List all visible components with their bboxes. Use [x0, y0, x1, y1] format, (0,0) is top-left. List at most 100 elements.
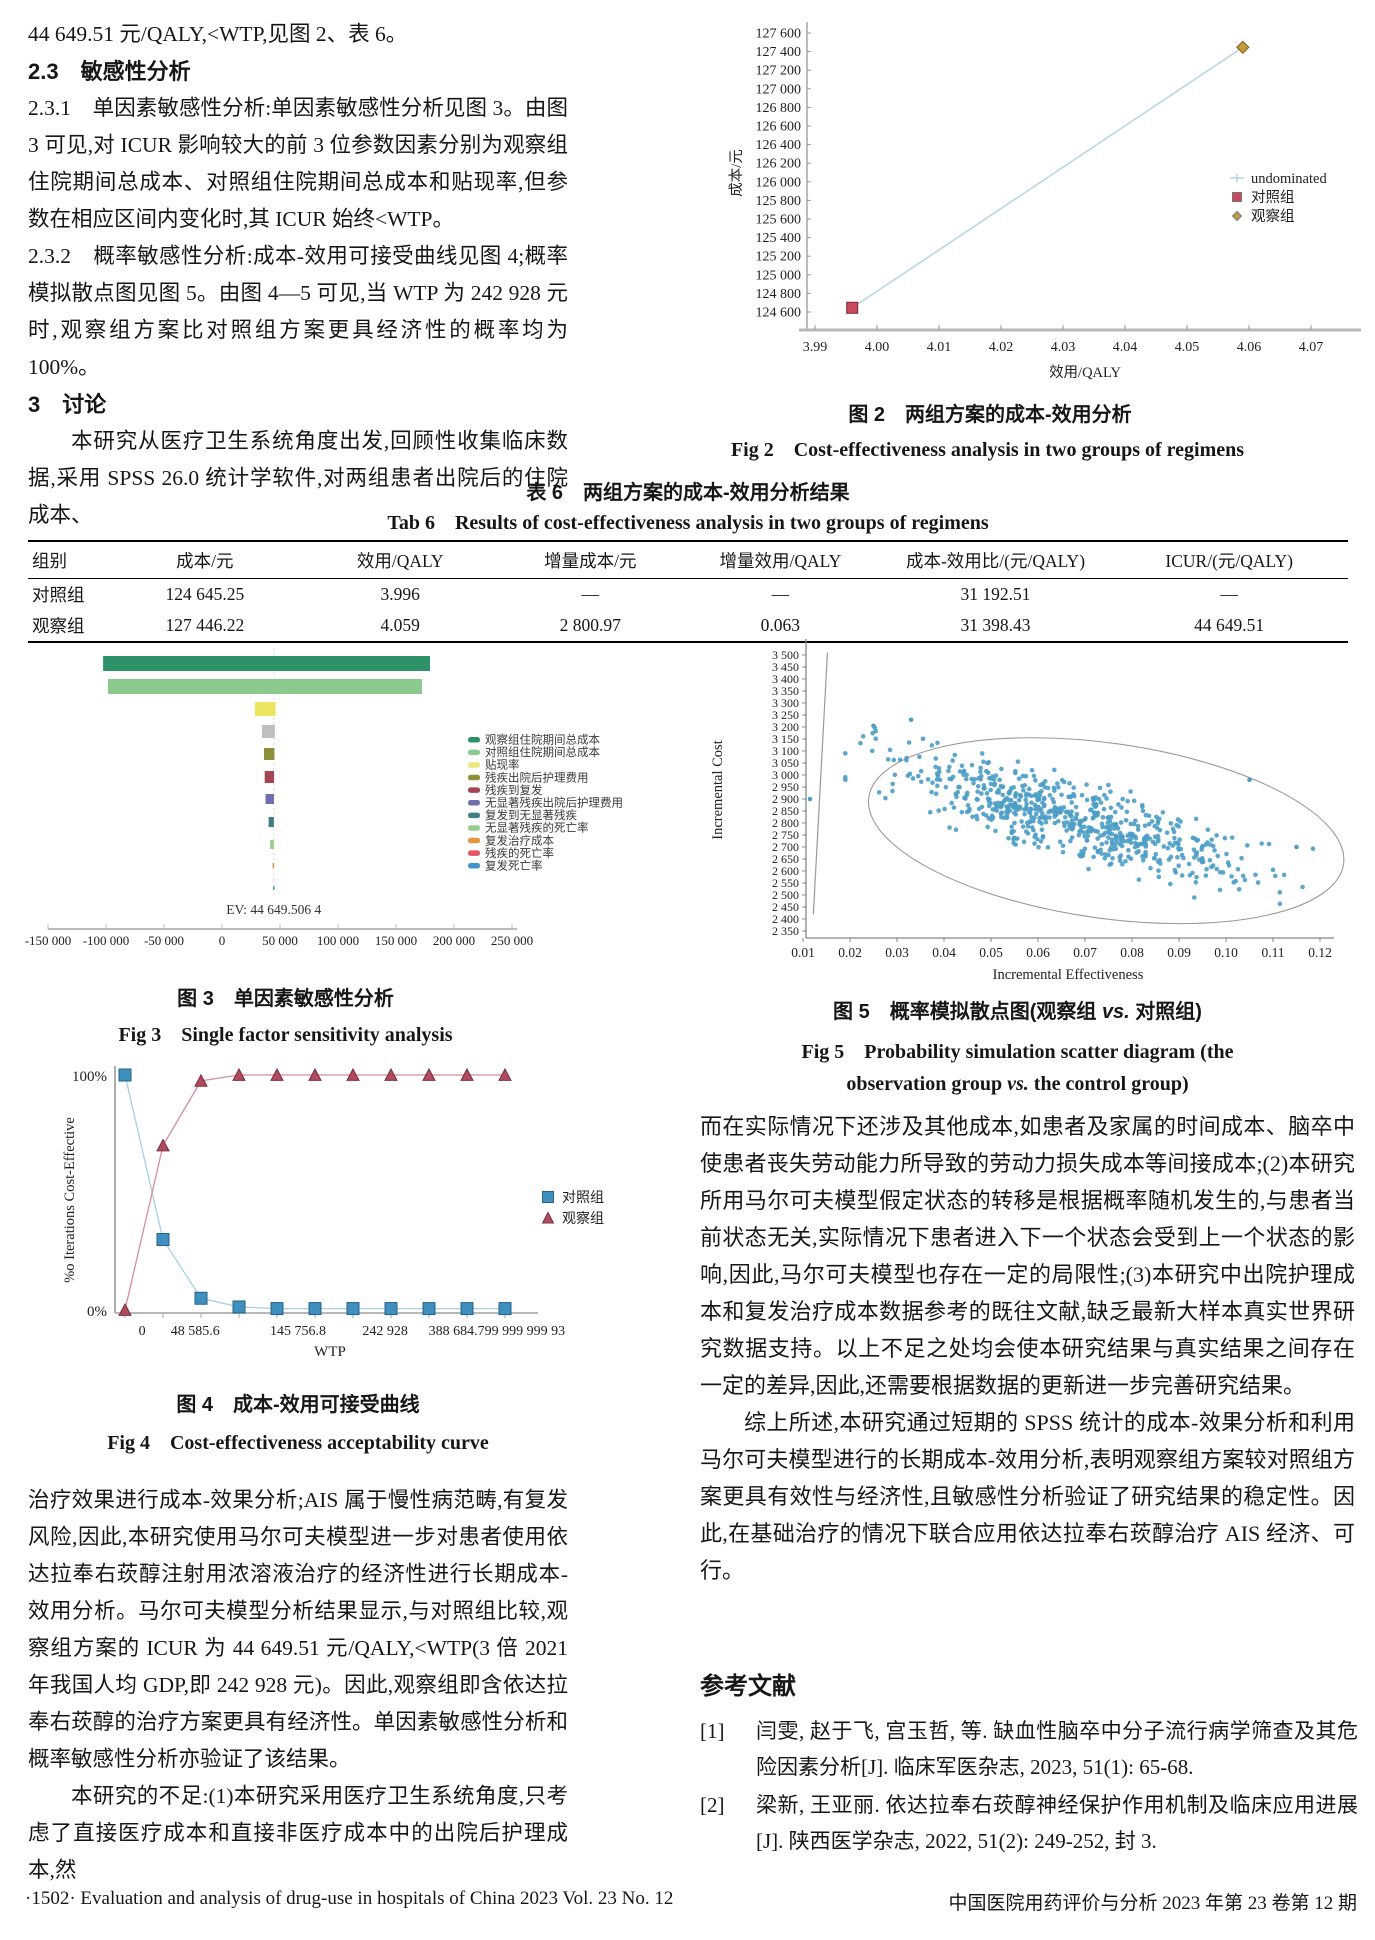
fig5-confidence-ellipse — [867, 737, 1345, 925]
svg-text:242 928: 242 928 — [362, 1324, 408, 1339]
footer-left: ·1502· Evaluation and analysis of drug-u… — [25, 1888, 674, 1909]
svg-text:4.00: 4.00 — [865, 340, 890, 355]
svg-text:0.04: 0.04 — [932, 945, 956, 960]
paragraph-2-3-1: 2.3.1 单因素敏感性分析:单因素敏感性分析见图 3。由图 3 可见,对 IC… — [28, 96, 568, 231]
svg-text:2 550: 2 550 — [772, 876, 799, 890]
table6-cell: 127 446.22 — [165, 615, 245, 635]
svg-text:undominated: undominated — [1251, 171, 1327, 187]
table6-header-row: 组别 成本/元 效用/QALY 增量成本/元 增量效用/QALY 成本-效用比/(元/QA… — [28, 541, 1348, 579]
svg-text:2 900: 2 900 — [772, 792, 799, 806]
fig3-legend: 观察组住院期间总成本对照组住院期间总成本贴现率残疾出院后护理费用残疾到复发无显著… — [468, 733, 623, 873]
fig2-x-label: 效用/QALY — [1049, 364, 1121, 381]
svg-text:3 300: 3 300 — [772, 696, 799, 710]
table6-header-cell: ICUR/(元/QALY) — [1110, 541, 1348, 579]
svg-text:126 000: 126 000 — [756, 175, 802, 190]
svg-text:4.01: 4.01 — [927, 340, 952, 355]
reference-label: [1] — [700, 1719, 725, 1743]
svg-text:复发治疗成本: 复发治疗成本 — [485, 833, 554, 847]
svg-text:2 450: 2 450 — [772, 900, 799, 914]
paragraph-conclusion: 综上所述,本研究通过短期的 SPSS 统计的成本-效果分析和利用马尔可夫模型进行… — [700, 1410, 1355, 1583]
svg-text:对照组: 对照组 — [562, 1190, 604, 1206]
svg-text:125 600: 125 600 — [756, 213, 802, 228]
section-sensitivity-text: 44 649.51 元/QALY,<WTP,见图 2、表 6。 2.3 敏感性分… — [28, 16, 568, 534]
svg-text:0.08: 0.08 — [1120, 945, 1144, 960]
table6-row: 观察组 127 446.22 4.059 2 800.97 0.063 31 398.43… — [28, 610, 1348, 642]
fig5-axes — [805, 639, 1334, 939]
svg-text:观察组: 观察组 — [562, 1210, 604, 1227]
reference-label: [2] — [700, 1793, 725, 1817]
svg-text:100 000: 100 000 — [317, 933, 359, 948]
svg-text:0.12: 0.12 — [1308, 945, 1332, 960]
table6-cell: — — [1220, 584, 1238, 604]
table6-header-cell: 组别 — [28, 541, 110, 579]
fig3-ev-label: EV: 44 649.506 4 — [226, 902, 321, 917]
svg-text:2 800: 2 800 — [772, 816, 799, 830]
reference-text: 梁新, 王亚丽. 依达拉奉右莰醇神经保护作用机制及临床应用进展[J]. 陕西医学… — [756, 1793, 1358, 1853]
svg-text:250 000: 250 000 — [491, 933, 533, 948]
table6-caption-en: Tab 6 Results of cost-effectiveness anal… — [387, 512, 989, 534]
svg-text:残疾的死亡率: 残疾的死亡率 — [485, 846, 554, 860]
svg-text:4.07: 4.07 — [1299, 340, 1324, 355]
reference-item: [2] 梁新, 王亚丽. 依达拉奉右莰醇神经保护作用机制及临床应用进展[J]. 陕… — [700, 1787, 1358, 1859]
table6-cell: 31 192.51 — [960, 584, 1031, 604]
svg-text:效用/QALY: 效用/QALY — [1049, 364, 1121, 381]
section-discussion-right: 而在实际情况下还涉及其他成本,如患者及家属的时间成本、脑卒中使患者丧失劳动能力所… — [700, 1108, 1355, 1589]
svg-text:126 200: 126 200 — [756, 157, 802, 172]
fig5-wtp-line — [812, 652, 829, 915]
svg-text:对照组: 对照组 — [1251, 189, 1295, 206]
fig5-caption-zh: 图 5 概率模拟散点图(观察组 vs. 对照组) — [833, 1001, 1202, 1023]
fig2-y-ticks: 124 600 124 800 125 000 125 200 125 400 125 6… — [756, 27, 811, 321]
paragraph-continuation: 44 649.51 元/QALY,<WTP,见图 2、表 6。 — [28, 22, 408, 46]
svg-text:无显著残疾的死亡率: 无显著残疾的死亡率 — [485, 821, 589, 835]
svg-text:-150 000: -150 000 — [25, 933, 71, 948]
svg-text:WTP: WTP — [314, 1344, 346, 1360]
table6-header-cell: 效用/QALY — [299, 541, 501, 579]
svg-text:3 200: 3 200 — [772, 720, 799, 734]
svg-text:3 100: 3 100 — [772, 744, 799, 758]
fig2-series — [846, 40, 1250, 314]
paragraph-markov: 治疗效果进行成本-效果分析;AIS 属于慢性病范畴,有复发风险,因此,本研究使用… — [28, 1488, 568, 1771]
table6-header-cell: 增量效用/QALY — [680, 541, 881, 579]
references-heading: 参考文献 — [700, 1673, 796, 1700]
svg-text:0%: 0% — [87, 1304, 107, 1320]
svg-text:2 750: 2 750 — [772, 828, 799, 842]
fig5-x-ticks: 0.01 0.02 0.03 0.04 0.05 0.06 0.07 0.08 0.09 0.10… — [791, 938, 1332, 960]
fig3-bars — [103, 656, 430, 890]
table6-cell: 124 645.25 — [165, 584, 245, 604]
svg-text:127 400: 127 400 — [756, 45, 802, 60]
svg-text:2 400: 2 400 — [772, 912, 799, 926]
fig3-axis: -150 000 -100 000 -50 000 0 50 000 100 000 150… — [25, 924, 533, 948]
svg-text:3.99: 3.99 — [803, 340, 828, 355]
svg-text:4.02: 4.02 — [989, 340, 1014, 355]
svg-text:-100 000: -100 000 — [83, 933, 130, 948]
svg-text:EV: 44 649.506 4: EV: 44 649.506 4 — [226, 902, 321, 917]
svg-text:3 450: 3 450 — [772, 660, 799, 674]
fig2-y-label: 成本/元 — [728, 149, 745, 197]
svg-text:125 000: 125 000 — [756, 268, 802, 283]
table6-cell: 3.996 — [380, 584, 420, 604]
fig4-caption-zh: 图 4 成本-效用可接受曲线 — [176, 1394, 420, 1416]
svg-text:100%: 100% — [72, 1069, 107, 1085]
svg-text:2 650: 2 650 — [772, 852, 799, 866]
svg-text:0.10: 0.10 — [1214, 945, 1238, 960]
svg-text:贴现率: 贴现率 — [485, 758, 520, 772]
paragraph-limitations: 而在实际情况下还涉及其他成本,如患者及家属的时间成本、脑卒中使患者丧失劳动能力所… — [700, 1114, 1355, 1398]
svg-text:2 600: 2 600 — [772, 864, 799, 878]
svg-text:127 000: 127 000 — [756, 82, 802, 97]
table6-header-cell: 成本-效用比/(元/QALY) — [880, 541, 1111, 579]
svg-text:Incremental Effectiveness: Incremental Effectiveness — [993, 967, 1144, 983]
svg-text:对照组住院期间总成本: 对照组住院期间总成本 — [485, 745, 600, 759]
fig2-x-ticks: 3.99 4.00 4.01 4.02 4.03 4.04 4.05 4.06 4.07 — [803, 325, 1324, 355]
table6-cell: 0.063 — [760, 615, 801, 635]
table6-cell: 31 398.43 — [960, 615, 1031, 635]
fig5-caption-en-line2: observation group vs. the control group) — [846, 1073, 1189, 1095]
svg-text:无显著残疾出院后护理费用: 无显著残疾出院后护理费用 — [485, 796, 623, 810]
svg-text:0: 0 — [139, 1324, 146, 1339]
svg-text:126 800: 126 800 — [756, 101, 802, 116]
svg-text:388 684.799 999 999 93: 388 684.799 999 999 93 — [429, 1324, 566, 1339]
